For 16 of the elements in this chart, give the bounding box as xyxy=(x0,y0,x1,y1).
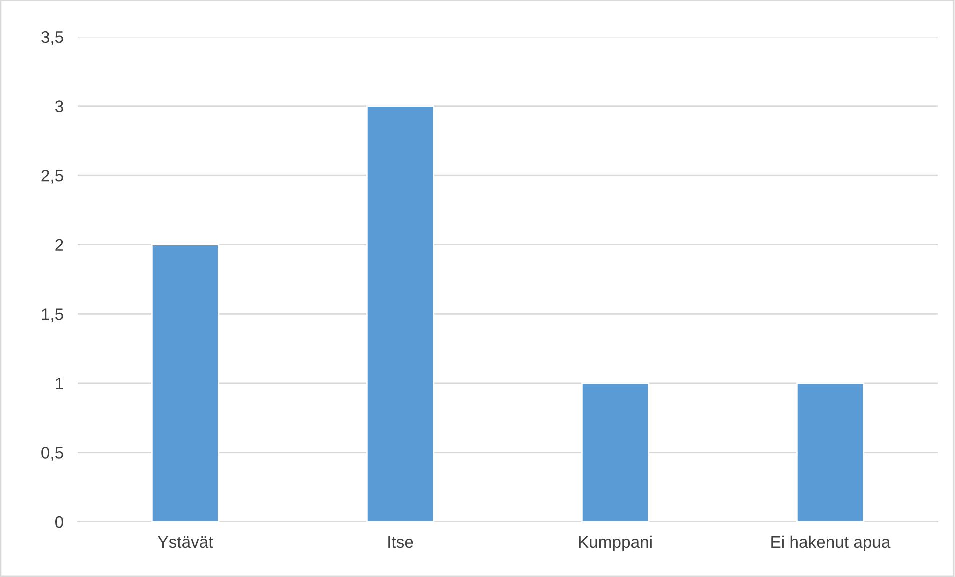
x-tick-label: Ystävät xyxy=(158,536,214,548)
y-tick-label: 3,5 xyxy=(42,31,64,46)
bar xyxy=(366,106,435,522)
x-tick-label: Kumppani xyxy=(579,536,652,552)
y-tick-label: 0 xyxy=(55,516,64,528)
x-tick-label: Itse xyxy=(388,536,414,548)
y-tick-label: 1 xyxy=(56,378,64,390)
y-tick-label: 0,5 xyxy=(42,447,64,461)
x-tick-label: Ei hakenut apua xyxy=(772,536,891,552)
y-tick-label: 3 xyxy=(55,100,64,112)
bar xyxy=(581,382,650,522)
y-tick-label: 2 xyxy=(56,239,64,251)
bar xyxy=(796,382,865,522)
bar xyxy=(151,244,220,522)
y-tick-label: 2,5 xyxy=(42,170,64,184)
y-tick-label: 1,5 xyxy=(42,308,64,322)
